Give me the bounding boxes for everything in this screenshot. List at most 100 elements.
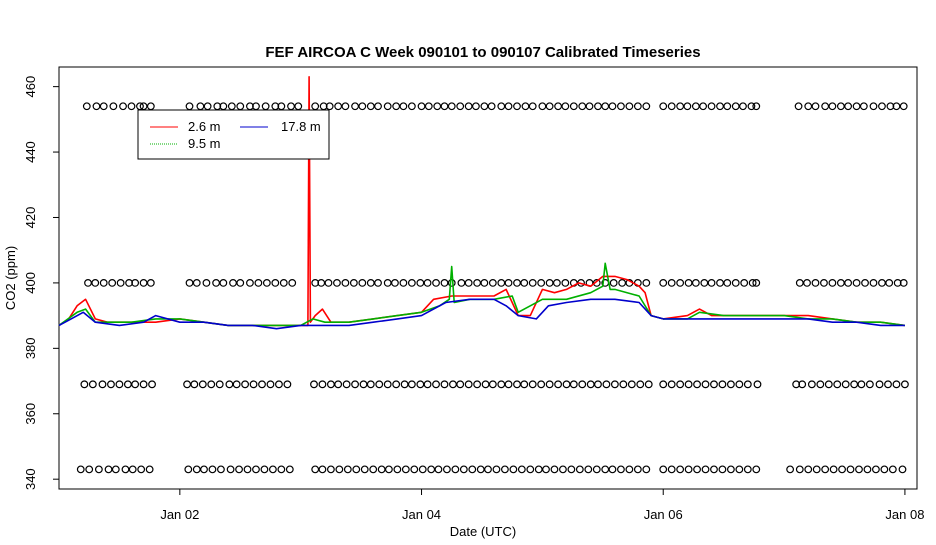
data-point-marker (608, 465, 617, 474)
data-point-marker (266, 380, 275, 389)
data-point-marker (833, 380, 842, 389)
y-tick-label: 340 (23, 468, 38, 490)
data-point-marker (693, 380, 701, 389)
data-point-marker (385, 465, 393, 474)
data-point-marker (473, 279, 482, 287)
data-point-marker (391, 279, 399, 287)
data-point-marker (311, 102, 320, 111)
data-point-marker (723, 279, 732, 287)
y-tick-label: 400 (23, 272, 38, 294)
data-point-marker (472, 102, 480, 111)
data-point-marker (92, 102, 101, 111)
data-point-marker (94, 465, 103, 474)
data-point-marker (423, 279, 432, 287)
data-point-marker (497, 102, 506, 111)
data-point-marker (816, 380, 825, 389)
legend-label-2-6m: 2.6 m (188, 119, 221, 134)
data-point-marker (627, 380, 636, 389)
data-point-marker (644, 380, 653, 389)
data-point-marker (667, 380, 676, 389)
data-point-marker (642, 102, 651, 111)
data-point-marker (447, 102, 456, 111)
data-point-marker (107, 380, 115, 389)
data-point-marker (602, 380, 611, 389)
data-point-marker (844, 279, 853, 287)
data-point-marker (324, 279, 333, 287)
data-point-marker (464, 380, 473, 389)
data-point-marker (716, 279, 724, 287)
data-point-marker (447, 279, 456, 287)
data-point-marker (407, 380, 416, 389)
data-point-marker (288, 279, 297, 287)
data-point-marker (892, 380, 901, 389)
chart-title: FEF AIRCOA C Week 090101 to 090107 Calib… (265, 44, 700, 61)
data-point-marker (504, 279, 513, 287)
data-point-marker (146, 102, 155, 111)
data-point-marker (625, 102, 634, 111)
data-point-marker (374, 279, 382, 287)
data-point-marker (464, 279, 473, 287)
data-point-marker (718, 465, 727, 474)
data-point-marker (451, 465, 460, 474)
data-point-marker (642, 279, 651, 287)
data-point-marker (545, 102, 554, 111)
data-point-marker (726, 380, 735, 389)
data-point-marker (358, 279, 367, 287)
data-point-marker (743, 465, 752, 474)
data-point-marker (880, 465, 889, 474)
data-point-marker (878, 279, 886, 287)
data-point-marker (219, 279, 228, 287)
data-point-marker (707, 279, 716, 287)
data-point-marker (538, 102, 547, 111)
data-point-marker (575, 465, 584, 474)
data-point-marker (235, 465, 243, 474)
data-point-marker (407, 102, 416, 111)
data-point-marker (417, 102, 426, 111)
data-point-marker (836, 279, 845, 287)
data-point-marker (366, 102, 375, 111)
data-point-marker (410, 465, 419, 474)
data-point-marker (701, 465, 710, 474)
data-point-marker (400, 380, 409, 389)
data-point-marker (424, 102, 433, 111)
data-point-marker (226, 465, 235, 474)
data-point-marker (659, 380, 668, 389)
data-point-marker (128, 465, 137, 474)
data-point-marker (683, 102, 692, 111)
data-point-marker (283, 380, 292, 389)
data-point-marker (552, 279, 561, 287)
data-point-marker (317, 279, 326, 287)
data-point-marker (468, 465, 477, 474)
data-point-marker (863, 465, 872, 474)
data-point-marker (562, 380, 571, 389)
data-point-marker (509, 465, 518, 474)
data-point-marker (225, 380, 234, 389)
data-point-marker (481, 380, 490, 389)
data-point-marker (369, 465, 378, 474)
data-point-marker (517, 465, 526, 474)
data-point-marker (80, 380, 89, 389)
data-point-marker (608, 102, 617, 111)
data-point-marker (601, 465, 610, 474)
data-point-marker (185, 102, 194, 111)
data-point-marker (334, 380, 343, 389)
data-point-marker (146, 279, 155, 287)
data-point-marker (723, 102, 732, 111)
data-point-marker (752, 279, 761, 287)
data-point-marker (229, 279, 237, 287)
data-point-marker (374, 102, 382, 111)
data-point-marker (111, 465, 120, 474)
x-tick-label: Jan 04 (402, 507, 441, 522)
data-point-marker (829, 465, 838, 474)
data-point-marker (456, 380, 465, 389)
data-point-marker (857, 380, 866, 389)
data-point-marker (798, 380, 807, 389)
data-point-marker (487, 102, 496, 111)
marker-rows (76, 102, 909, 474)
data-point-marker (735, 380, 744, 389)
data-point-marker (739, 102, 747, 111)
data-point-marker (899, 279, 908, 287)
data-point-marker (804, 465, 813, 474)
data-point-marker (659, 465, 668, 474)
